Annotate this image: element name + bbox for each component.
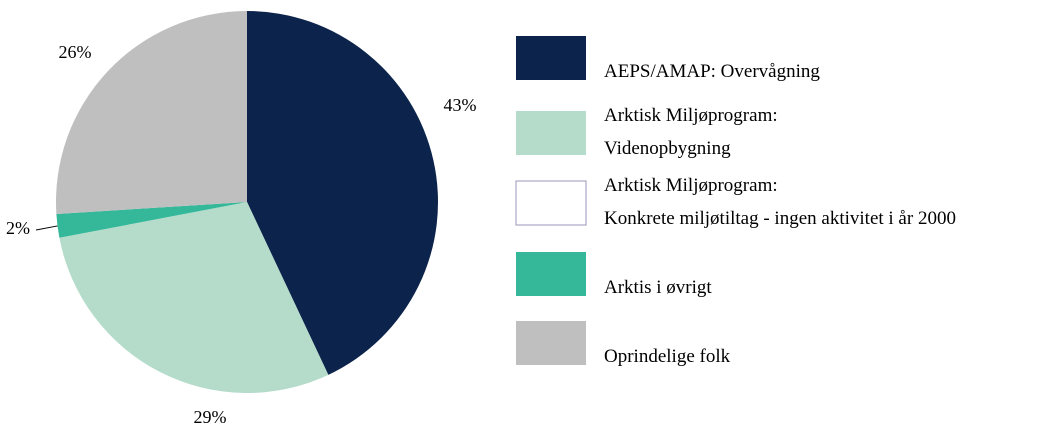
legend-swatch: [516, 252, 586, 296]
data-label: 2%: [6, 218, 30, 238]
pie-slice: [56, 202, 248, 238]
data-label: 26%: [59, 42, 92, 62]
legend-label: Arktisk Miljøprogram: Videnopbygning: [604, 105, 778, 159]
pie-slice: [247, 11, 439, 375]
legend-label: AEPS/AMAP: Overvågning: [604, 61, 820, 82]
pie-slice: [59, 202, 329, 393]
legend-swatch: [515, 180, 587, 226]
pie-slice: [56, 11, 247, 214]
leader-line: [35, 225, 58, 231]
legend-swatch: [516, 111, 586, 155]
legend-swatch: [516, 321, 586, 365]
data-label: 43%: [444, 95, 477, 115]
data-label: 29%: [194, 407, 227, 427]
legend-label: Oprindelige folk: [604, 346, 731, 367]
legend-label: Arktisk Miljøprogram: Konkrete miljøtilta…: [604, 175, 956, 229]
legend-label: Arktis i øvrigt: [604, 277, 712, 298]
legend-swatch: [516, 36, 586, 80]
